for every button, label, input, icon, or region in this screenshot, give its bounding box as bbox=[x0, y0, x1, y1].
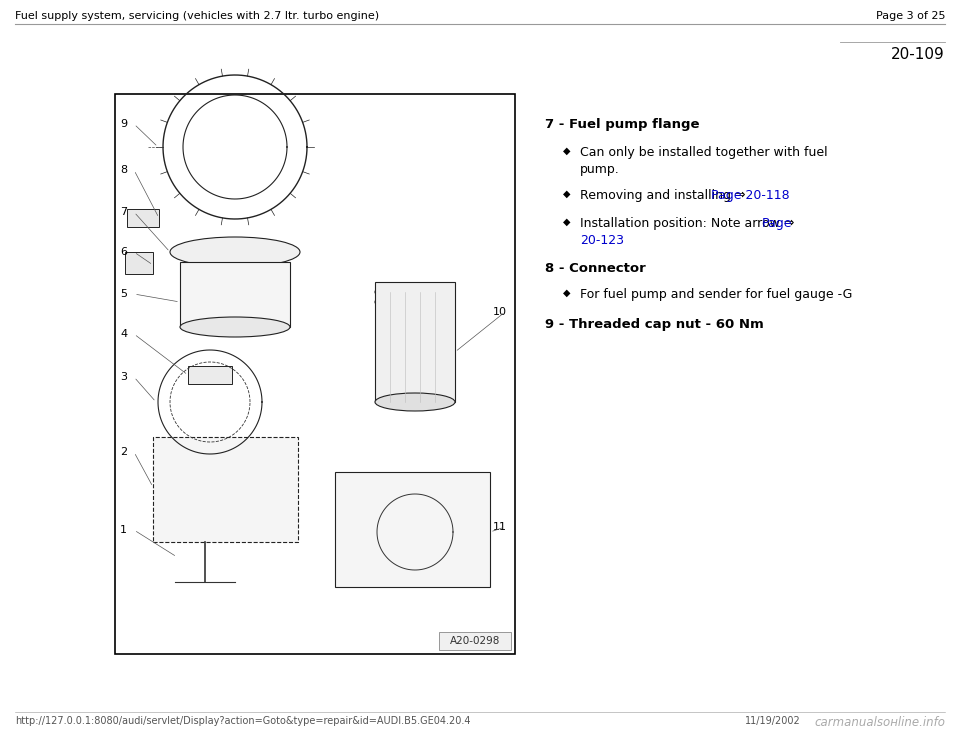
Text: 7 - Fuel pump flange: 7 - Fuel pump flange bbox=[545, 118, 700, 131]
Bar bbox=[180, 262, 290, 327]
Text: Installation position: Note arrow ⇒: Installation position: Note arrow ⇒ bbox=[580, 217, 799, 230]
Text: 20-123: 20-123 bbox=[580, 234, 624, 247]
Text: 9: 9 bbox=[120, 119, 127, 129]
Text: ◆: ◆ bbox=[563, 288, 570, 298]
Text: 7: 7 bbox=[120, 207, 127, 217]
Ellipse shape bbox=[375, 293, 455, 311]
Bar bbox=[335, 472, 490, 587]
Text: ◆: ◆ bbox=[563, 217, 570, 227]
Text: 6: 6 bbox=[120, 247, 127, 257]
Text: pump.: pump. bbox=[580, 163, 620, 176]
Ellipse shape bbox=[170, 237, 300, 267]
Bar bbox=[439, 632, 511, 650]
Bar bbox=[115, 94, 515, 654]
Ellipse shape bbox=[180, 317, 290, 337]
Text: Page: Page bbox=[762, 217, 792, 230]
Text: 2: 2 bbox=[120, 447, 127, 457]
Text: carmanualsонline.info: carmanualsонline.info bbox=[814, 716, 945, 729]
Text: Page 20-118: Page 20-118 bbox=[711, 189, 790, 202]
Text: Fuel supply system, servicing (vehicles with 2.7 ltr. turbo engine): Fuel supply system, servicing (vehicles … bbox=[15, 11, 379, 21]
Text: 8: 8 bbox=[120, 165, 127, 175]
Text: 20-109: 20-109 bbox=[891, 47, 945, 62]
Ellipse shape bbox=[375, 283, 455, 301]
Text: Removing and installing ⇒: Removing and installing ⇒ bbox=[580, 189, 750, 202]
Bar bbox=[188, 366, 232, 384]
Text: 5: 5 bbox=[120, 289, 127, 299]
Text: 1: 1 bbox=[120, 525, 127, 535]
Text: http://127.0.0.1:8080/audi/servlet/Display?action=Goto&type=repair&id=AUDI.B5.GE: http://127.0.0.1:8080/audi/servlet/Displ… bbox=[15, 716, 470, 726]
Text: 8 - Connector: 8 - Connector bbox=[545, 262, 646, 275]
Bar bbox=[127, 209, 159, 227]
Text: For fuel pump and sender for fuel gauge -G: For fuel pump and sender for fuel gauge … bbox=[580, 288, 852, 301]
Text: Can only be installed together with fuel: Can only be installed together with fuel bbox=[580, 146, 828, 159]
Bar bbox=[125, 252, 153, 274]
Ellipse shape bbox=[375, 393, 455, 411]
Text: 11/19/2002: 11/19/2002 bbox=[745, 716, 801, 726]
Bar bbox=[153, 437, 298, 542]
Text: 3: 3 bbox=[120, 372, 127, 382]
Text: Page 3 of 25: Page 3 of 25 bbox=[876, 11, 945, 21]
Text: 11: 11 bbox=[493, 522, 507, 532]
Text: A20-0298: A20-0298 bbox=[450, 636, 500, 646]
Text: ◆: ◆ bbox=[563, 146, 570, 156]
Text: 9 - Threaded cap nut - 60 Nm: 9 - Threaded cap nut - 60 Nm bbox=[545, 318, 764, 331]
Text: 10: 10 bbox=[493, 307, 507, 317]
Text: ◆: ◆ bbox=[563, 189, 570, 199]
Text: 4: 4 bbox=[120, 329, 127, 339]
Bar bbox=[375, 282, 455, 402]
